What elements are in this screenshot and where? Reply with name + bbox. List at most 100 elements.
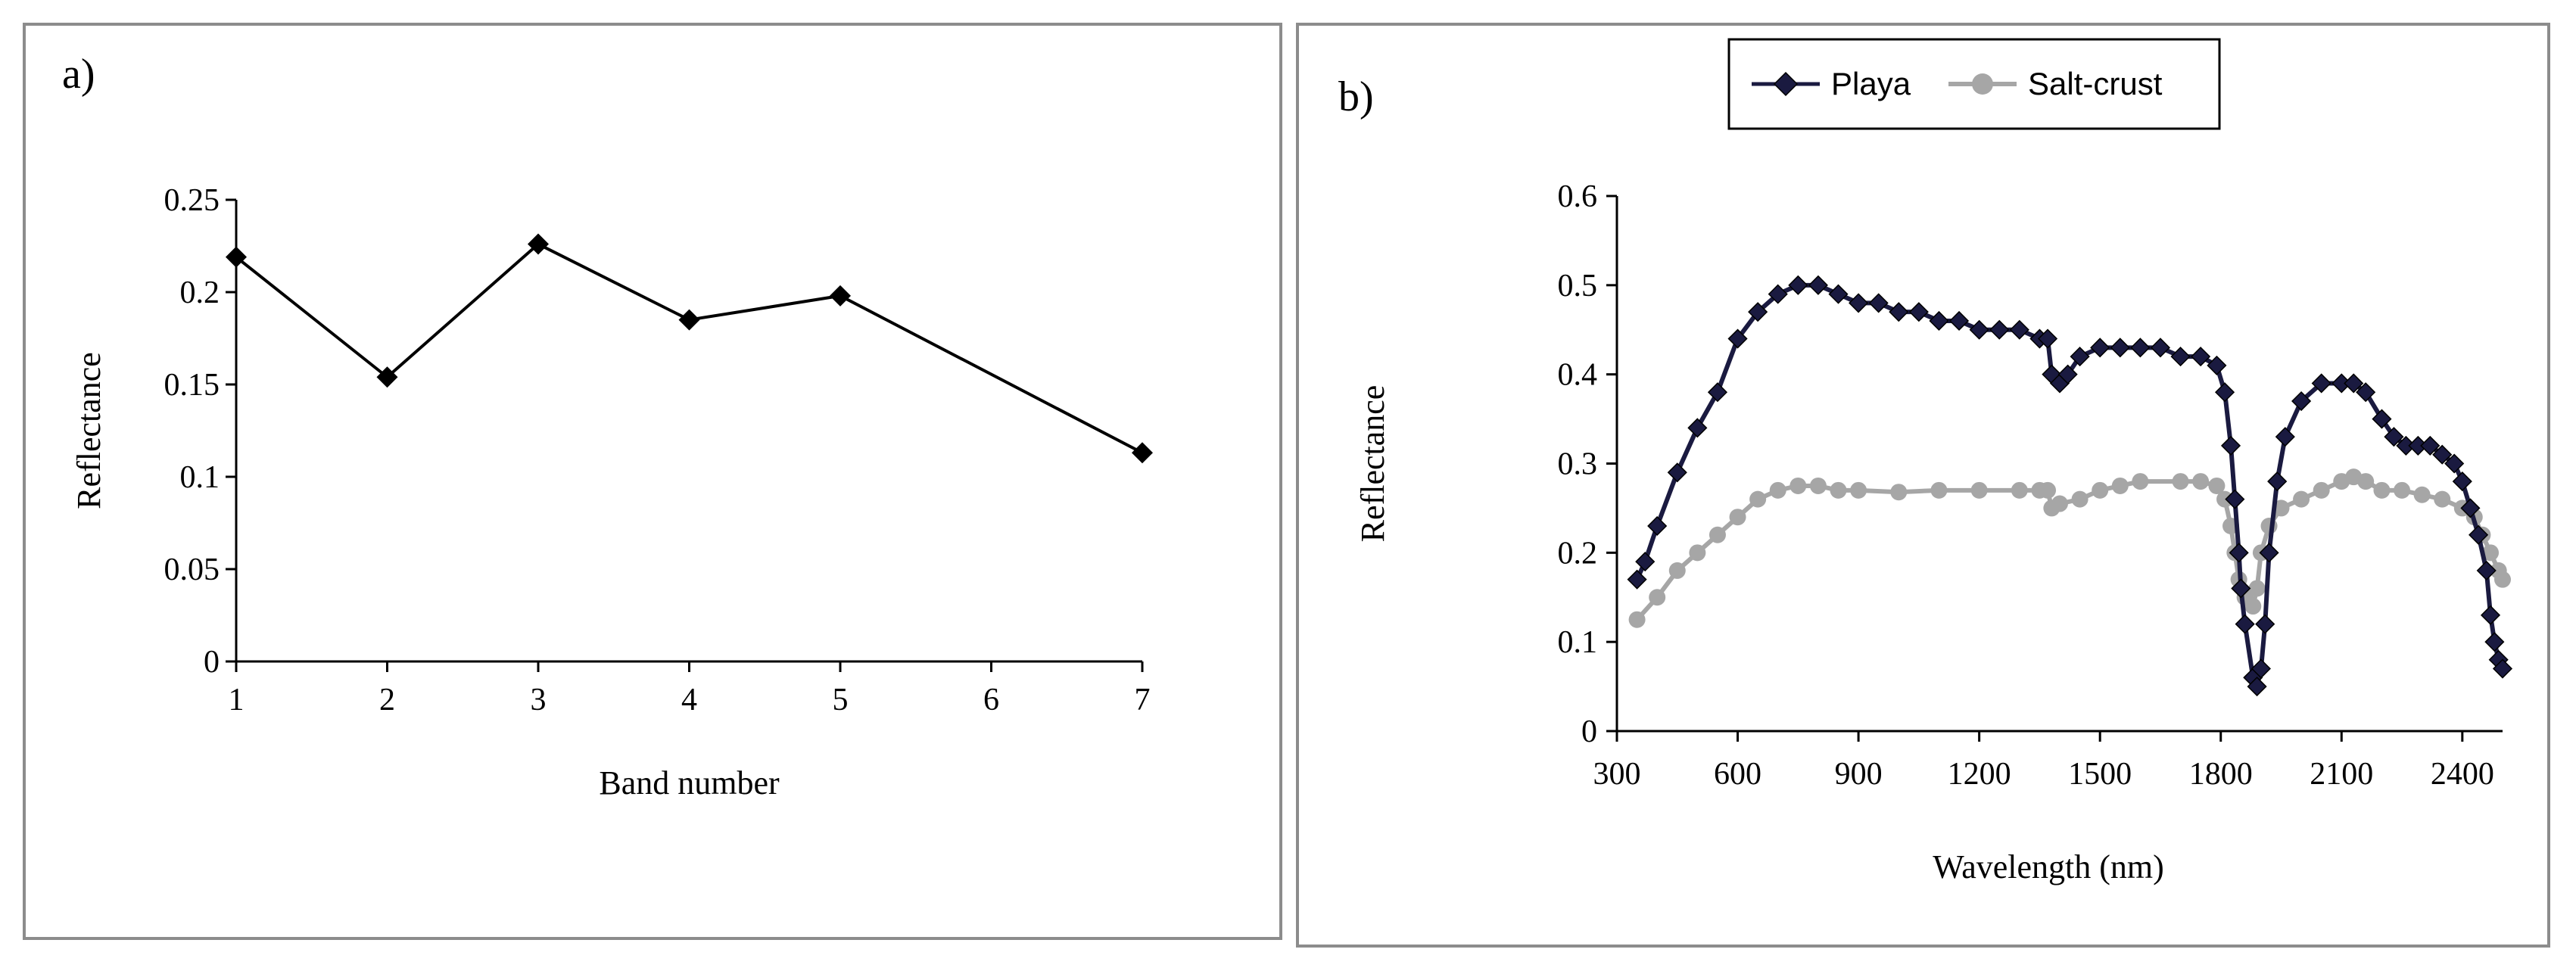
- data-point-playa: [2057, 364, 2078, 384]
- series-line-reflectance: [235, 242, 1143, 455]
- data-point-playa: [2247, 677, 2267, 697]
- data-point-playa: [2356, 382, 2376, 403]
- data-point-playa: [2444, 453, 2465, 474]
- data-point-salt-crust: [2244, 598, 2262, 615]
- data-point-playa: [1627, 569, 1647, 590]
- data-point-salt-crust: [1649, 589, 1666, 606]
- x-tick-label: 3: [531, 683, 547, 717]
- data-point-playa: [2372, 409, 2392, 429]
- y-axis-title: Reflectance: [70, 352, 107, 509]
- data-point-playa: [2476, 560, 2497, 580]
- x-tick-label: 7: [1135, 683, 1151, 717]
- x-tick-label: 1500: [2068, 757, 2132, 792]
- data-point-playa: [1989, 319, 2010, 340]
- x-tick-label: 600: [1714, 757, 1761, 792]
- data-point-playa: [2344, 373, 2364, 394]
- data-point-salt-crust: [2071, 490, 2089, 508]
- y-tick-label: 0.1: [180, 460, 220, 495]
- data-point-salt-crust: [2482, 544, 2500, 562]
- data-point-salt-crust: [1809, 477, 1827, 494]
- data-point-salt-crust: [1628, 611, 1646, 628]
- data-point-playa: [1635, 552, 1656, 572]
- data-point: [226, 246, 247, 268]
- legend: Playa Salt-crust: [1727, 38, 2221, 130]
- y-tick-label: 0.5: [1558, 269, 1598, 303]
- data-point-playa: [2110, 338, 2130, 358]
- data-point-playa: [2484, 632, 2505, 652]
- data-point-playa: [1687, 418, 1708, 438]
- data-point-playa: [1647, 515, 1668, 537]
- data-point-playa: [2207, 355, 2227, 375]
- x-tick-label: 1: [229, 683, 245, 717]
- y-tick-label: 0.25: [164, 183, 220, 218]
- y-tick-label: 0.2: [1558, 536, 1598, 571]
- data-point: [1132, 442, 1153, 464]
- y-tick-label: 0.4: [1558, 358, 1598, 393]
- data-point-playa: [2235, 614, 2255, 634]
- y-tick-label: 0: [204, 645, 220, 680]
- data-point-salt-crust: [1789, 477, 1807, 494]
- data-point-salt-crust: [2434, 490, 2451, 508]
- data-point-playa: [1828, 284, 1849, 304]
- data-point-playa: [2170, 347, 2191, 367]
- chart-panel-a: a) 0 0.05 0.1 0.15 0.2 0.25 1 2 3 4 5 6 7 Band number R…: [23, 23, 1282, 940]
- data-point-playa: [2469, 524, 2489, 545]
- data-point-playa: [2255, 614, 2275, 634]
- data-point-salt-crust: [2357, 473, 2375, 490]
- data-point-playa: [2311, 373, 2331, 394]
- series-line-salt-crust: [1635, 474, 2505, 621]
- data-point-playa: [2452, 471, 2472, 492]
- chart-b-svg: b) 0 0.1 0.2 0.3 0.4 0.5 0.6 300 600 900 1200 1500 18…: [1338, 38, 2513, 885]
- x-tick-label: 2100: [2310, 757, 2373, 792]
- data-point-salt-crust: [2394, 481, 2411, 499]
- data-point-playa: [1748, 302, 1768, 322]
- data-point-salt-crust: [2248, 580, 2266, 597]
- data-point-salt-crust: [2413, 486, 2431, 503]
- data-point-playa: [2250, 658, 2271, 679]
- data-point-salt-crust: [2272, 500, 2290, 517]
- data-point-salt-crust: [1689, 544, 1706, 562]
- y-tick-label: 0.6: [1558, 179, 1598, 214]
- data-point-playa: [1667, 462, 1687, 483]
- data-point-salt-crust: [1930, 481, 1948, 499]
- y-tick-label: 0.3: [1558, 447, 1598, 482]
- data-point-playa: [2009, 319, 2029, 340]
- data-point-salt-crust: [2293, 490, 2310, 508]
- data-point-playa: [2460, 498, 2481, 518]
- data-point-salt-crust: [1769, 481, 1786, 499]
- data-point-salt-crust: [2216, 490, 2234, 508]
- x-tick-label: 5: [833, 683, 849, 717]
- data-point-salt-crust: [2011, 481, 2028, 499]
- data-point-salt-crust: [2192, 473, 2210, 490]
- data-point-playa: [2214, 382, 2235, 403]
- data-point-playa: [1929, 310, 1949, 331]
- data-point-playa: [2259, 543, 2279, 563]
- data-point: [830, 285, 851, 307]
- data-point-playa: [2130, 338, 2151, 358]
- data-point-playa: [2492, 658, 2513, 679]
- x-tick-label: 2: [379, 683, 395, 717]
- data-point-playa: [1969, 319, 1989, 340]
- data-point-salt-crust: [2132, 473, 2149, 490]
- data-point-salt-crust: [1970, 481, 1988, 499]
- data-point-salt-crust: [2051, 495, 2068, 512]
- y-tick-label: 0.1: [1558, 625, 1598, 660]
- data-point-playa: [2432, 444, 2453, 465]
- data-point-playa: [1849, 293, 1869, 313]
- legend-marker-salt-crust: [1972, 73, 1993, 95]
- data-point-playa: [2037, 328, 2058, 349]
- data-point-playa: [1768, 284, 1788, 304]
- data-point-playa: [2420, 435, 2441, 456]
- data-point-playa: [1908, 302, 1929, 322]
- data-point-playa: [2220, 435, 2241, 456]
- x-tick-label: 900: [1835, 757, 1883, 792]
- data-point-salt-crust: [1729, 509, 1746, 526]
- y-tick-label: 0.05: [164, 552, 220, 587]
- data-point-playa: [2191, 347, 2211, 367]
- x-axis-title: Wavelength (nm): [1933, 848, 2164, 885]
- y-axis-title: Reflectance: [1354, 385, 1391, 543]
- chart-a-svg: a) 0 0.05 0.1 0.15 0.2 0.25 1 2 3 4 5 6 7 Band number R…: [62, 51, 1153, 801]
- data-point-playa: [2229, 543, 2249, 563]
- x-tick-label: 300: [1593, 757, 1641, 792]
- data-point-salt-crust: [1890, 484, 1908, 501]
